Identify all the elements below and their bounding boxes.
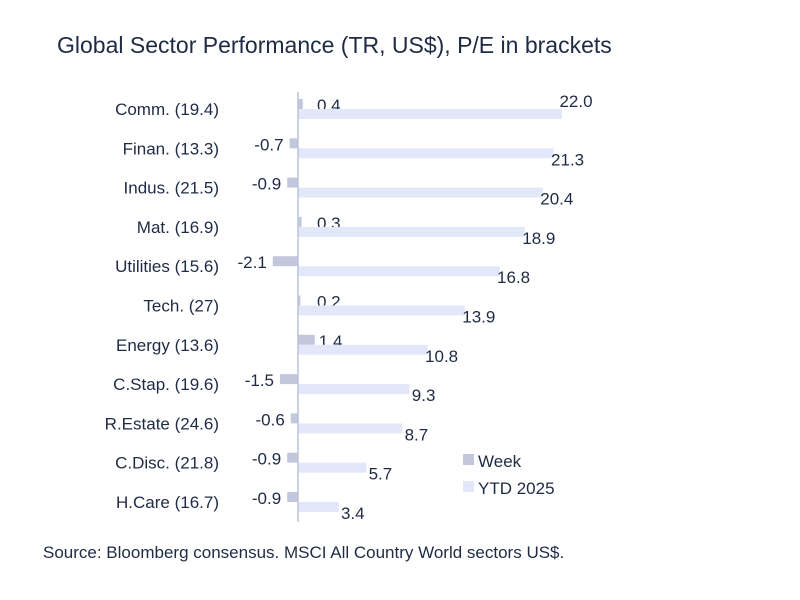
ytd-bar: [298, 384, 410, 395]
category-label: C.Stap. (19.6): [113, 375, 219, 394]
category-label: Utilities (15.6): [115, 257, 219, 276]
ytd-bar: [298, 187, 543, 198]
week-bar: [272, 256, 298, 267]
ytd-value-label: 16.8: [497, 268, 530, 287]
ytd-bar: [298, 148, 554, 159]
ytd-bar: [298, 344, 428, 355]
week-value-label: -0.9: [252, 489, 281, 508]
source-note: Source: Bloomberg consensus. MSCI All Co…: [43, 543, 565, 562]
ytd-value-label: 18.9: [522, 229, 555, 248]
legend-ytd-swatch: [463, 481, 474, 492]
ytd-value-label: 9.3: [412, 386, 436, 405]
ytd-bar: [298, 502, 339, 512]
ytd-value-label: 13.9: [462, 308, 495, 327]
ytd-bar: [298, 462, 367, 473]
week-value-label: -2.1: [238, 253, 267, 272]
ytd-bar: [298, 266, 500, 277]
ytd-bar: [298, 305, 465, 316]
ytd-value-label: 22.0: [559, 92, 592, 111]
category-label: Finan. (13.3): [123, 139, 219, 158]
category-label: R.Estate (24.6): [105, 414, 219, 433]
week-bar: [287, 492, 298, 502]
week-bar: [298, 295, 301, 306]
chart-title: Global Sector Performance (TR, US$), P/E…: [57, 32, 612, 58]
ytd-value-label: 3.4: [341, 504, 365, 523]
week-value-label: -0.9: [252, 450, 281, 469]
ytd-bar: [298, 109, 562, 119]
ytd-bar: [298, 423, 403, 434]
week-bar: [289, 138, 298, 149]
week-value-label: -1.5: [245, 371, 274, 390]
category-label: Mat. (16.9): [137, 218, 219, 237]
ytd-value-label: 21.3: [551, 150, 584, 169]
ytd-bar: [298, 226, 525, 237]
category-label: Indus. (21.5): [124, 179, 219, 198]
week-bar: [298, 216, 302, 227]
week-value-label: -0.7: [254, 135, 283, 154]
legend-week-label: Week: [478, 452, 522, 471]
week-bar: [298, 334, 315, 345]
ytd-value-label: 5.7: [369, 465, 393, 484]
ytd-value-label: 8.7: [405, 425, 429, 444]
week-value-label: -0.9: [252, 175, 281, 194]
category-label: H.Care (16.7): [116, 493, 219, 512]
week-bar: [287, 177, 298, 188]
ytd-value-label: 10.8: [425, 347, 458, 366]
week-bar: [290, 413, 298, 424]
week-bar: [280, 374, 298, 385]
week-bar: [298, 99, 303, 109]
category-label: Comm. (19.4): [115, 100, 219, 119]
category-label: Tech. (27): [143, 297, 219, 316]
legend-week-swatch: [463, 454, 474, 465]
category-label: C.Disc. (21.8): [115, 454, 219, 473]
legend-ytd-label: YTD 2025: [478, 479, 555, 498]
ytd-value-label: 20.4: [540, 190, 573, 209]
week-value-label: -0.6: [256, 410, 285, 429]
category-label: Energy (13.6): [116, 336, 219, 355]
week-bar: [287, 452, 298, 463]
